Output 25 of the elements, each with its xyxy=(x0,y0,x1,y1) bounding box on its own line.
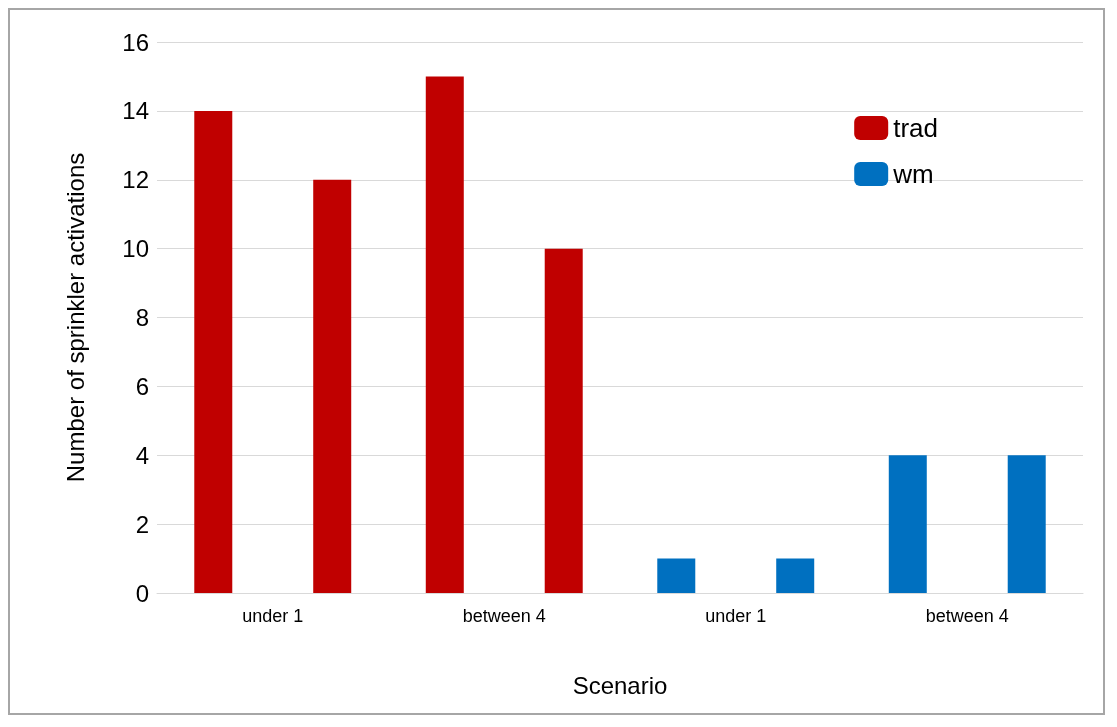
y-axis-title: Number of sprinkler activations xyxy=(61,152,89,483)
bar xyxy=(657,558,696,593)
x-tick-label: under 1 xyxy=(705,606,767,626)
x-tick-label: between 4 xyxy=(925,606,1009,626)
y-tick-label: 14 xyxy=(122,97,149,125)
bar xyxy=(888,455,927,593)
bar xyxy=(544,248,583,593)
y-tick-label: 12 xyxy=(122,166,149,194)
y-tick-label: 4 xyxy=(135,441,149,469)
bar xyxy=(425,76,464,593)
bar xyxy=(776,558,815,593)
y-tick-label: 0 xyxy=(135,579,149,607)
y-tick-label: 16 xyxy=(122,28,149,56)
y-tick-label: 2 xyxy=(135,510,149,538)
y-tick-label: 6 xyxy=(135,372,149,400)
y-tick-label: 8 xyxy=(135,304,149,331)
y-tick-label: 10 xyxy=(122,235,149,263)
legend-label: trad xyxy=(893,113,939,143)
legend-label: wm xyxy=(892,159,934,189)
x-tick-label: under 1 xyxy=(242,606,304,626)
bar xyxy=(1007,455,1046,593)
bar xyxy=(313,179,352,593)
bar xyxy=(194,110,233,593)
x-axis-title: Scenario xyxy=(572,671,668,699)
x-tick-label: between 4 xyxy=(462,606,546,626)
